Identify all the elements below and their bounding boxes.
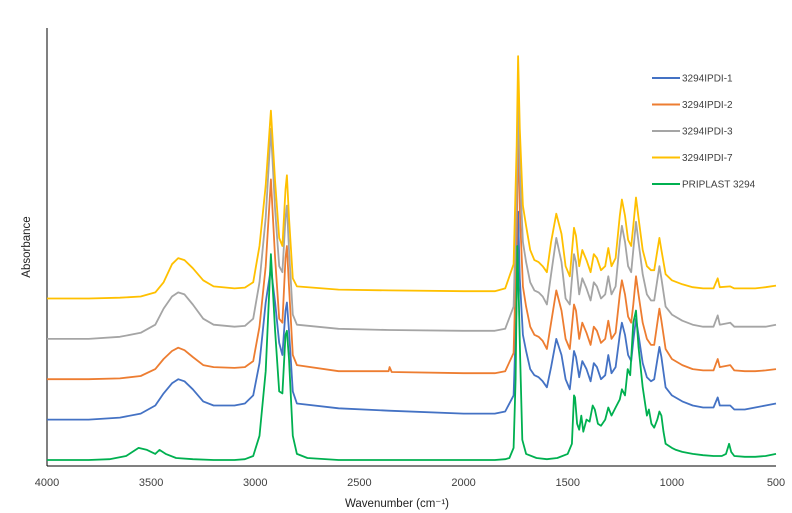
legend: 3294IPDI-1 3294IPDI-2 3294IPDI-3 3294IPDI-7… bbox=[652, 74, 756, 191]
legend-label: PRIPLAST 3294 bbox=[682, 180, 756, 191]
series-line-3294ipdi-1 bbox=[47, 210, 777, 421]
x-tick-label-500: 500 bbox=[767, 477, 785, 489]
x-axis-title: Wavenumber (cm⁻¹) bbox=[345, 498, 449, 510]
legend-label: 3294IPDI-3 bbox=[682, 127, 733, 138]
legend-label: 3294IPDI-2 bbox=[682, 100, 733, 111]
x-axis-ticks: 4000 3500 3000 2500 2000 1500 1000 500 bbox=[35, 477, 785, 489]
y-axis-title: Absorbance bbox=[21, 216, 33, 277]
plot-area: 4000 3500 3000 2500 2000 1500 1000 500 bbox=[35, 28, 785, 489]
series-line-3294ipdi-7 bbox=[47, 55, 777, 300]
legend-label: 3294IPDI-7 bbox=[682, 153, 733, 164]
x-tick-label-2500: 2500 bbox=[347, 477, 371, 489]
series-line-3294ipdi-3 bbox=[47, 83, 777, 340]
x-tick-label-1500: 1500 bbox=[555, 477, 579, 489]
x-tick-label-3000: 3000 bbox=[243, 477, 267, 489]
series-line-priplast-3294 bbox=[47, 245, 777, 461]
x-tick-label-2000: 2000 bbox=[451, 477, 475, 489]
series-line-3294ipdi-2 bbox=[47, 126, 777, 381]
x-tick-label-1000: 1000 bbox=[660, 477, 684, 489]
x-tick-label-4000: 4000 bbox=[35, 477, 59, 489]
series-layer bbox=[47, 55, 777, 461]
legend-label: 3294IPDI-1 bbox=[682, 74, 733, 85]
x-tick-label-3500: 3500 bbox=[139, 477, 163, 489]
